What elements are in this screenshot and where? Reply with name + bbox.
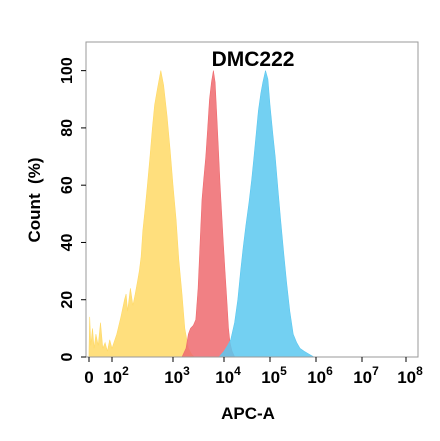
y-tick-label: 80 — [59, 119, 76, 137]
y-tick-label: 20 — [59, 291, 76, 309]
series-layer — [88, 70, 316, 358]
y-tick-label: 100 — [59, 57, 76, 84]
histogram-series-2 — [181, 70, 236, 358]
y-tick-label: 0 — [59, 352, 76, 361]
y-axis: 0 20 40 60 80 100 — [59, 57, 86, 361]
histogram-series-1 — [88, 70, 195, 358]
y-tick-label: 40 — [59, 233, 76, 251]
plot-frame — [85, 41, 419, 358]
y-tick-label: 60 — [59, 176, 76, 194]
histogram-series-3 — [218, 70, 316, 358]
y-axis-title: Count (%) — [25, 158, 44, 243]
x-axis-title: APC-A — [221, 404, 275, 423]
chart-title: DMC222 — [212, 48, 295, 71]
x-tick-label: 0 — [84, 368, 93, 387]
